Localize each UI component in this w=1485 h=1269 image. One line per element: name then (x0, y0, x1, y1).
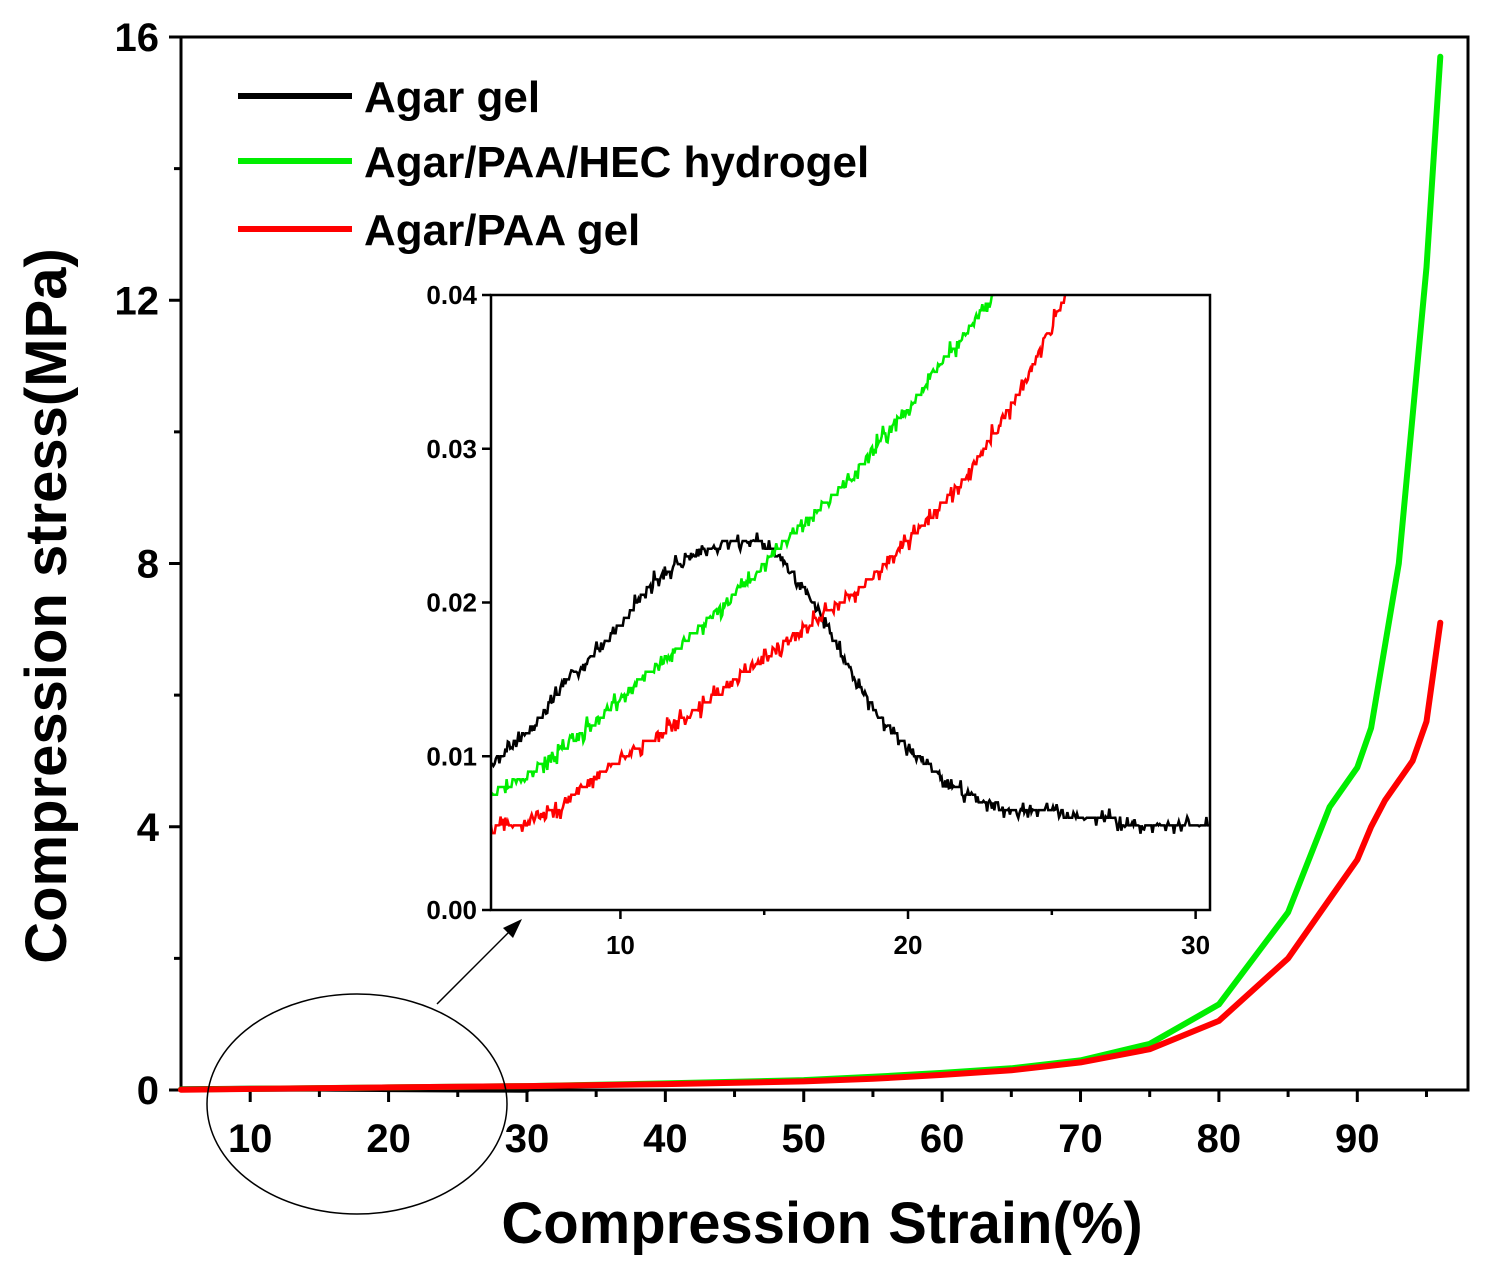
main-y-tick-label: 0 (137, 1069, 159, 1113)
legend-label-agar-paa-hec-hydrogel: Agar/PAA/HEC hydrogel (364, 138, 869, 187)
inset-y-tick-label: 0.02 (426, 588, 477, 618)
inset-x-tick-label: 20 (894, 930, 923, 960)
inset-series-agar-paa-hec-hydrogel (491, 295, 995, 797)
main-y-tick-label: 16 (115, 16, 160, 60)
inset-y-tick-label: 0.00 (426, 895, 477, 925)
main-x-tick-label: 80 (1197, 1117, 1242, 1161)
main-series-lines (178, 53, 1444, 1093)
main-x-tick-label: 70 (1058, 1117, 1103, 1161)
inset-series-lines (491, 295, 1210, 835)
zoom-arrow-head (503, 919, 522, 938)
inset-y-tick-label: 0.04 (426, 280, 477, 310)
inset-plot-background (491, 295, 1210, 910)
main-y-tick-label: 12 (115, 279, 160, 323)
legend: Agar gel Agar/PAA/HEC hydrogel Agar/PAA … (238, 73, 869, 255)
main-x-tick-label: 50 (781, 1117, 826, 1161)
main-series-agar-paa-gel (178, 619, 1444, 1093)
x-axis-title: Compression Strain(%) (501, 1191, 1142, 1256)
main-y-tick-label: 4 (137, 806, 160, 850)
inset-x-tick-label: 10 (606, 930, 635, 960)
main-x-tick-label: 90 (1335, 1117, 1380, 1161)
main-x-tick-label: 10 (228, 1117, 273, 1161)
inset-series-agar-gel (491, 532, 1210, 834)
main-y-tick-label: 8 (137, 543, 159, 587)
legend-label-agar-paa-gel: Agar/PAA gel (364, 206, 640, 255)
legend-label-agar-gel: Agar gel (364, 73, 540, 122)
main-x-tick-label: 30 (505, 1117, 550, 1161)
inset-series-agar-paa-gel (491, 295, 1067, 835)
inset-axis-ticks: 10 20 30 0.00 0.01 0.02 0.03 0.04 (426, 280, 1210, 960)
main-x-tick-label: 60 (920, 1117, 965, 1161)
inset-y-tick-label: 0.03 (426, 434, 477, 464)
inset-y-tick-label: 0.01 (426, 741, 477, 771)
zoom-region-ellipse (206, 993, 508, 1215)
y-axis-title: Compression stress(MPa) (14, 248, 79, 964)
main-x-tick-label: 40 (643, 1117, 688, 1161)
zoom-arrow (436, 927, 514, 1005)
main-x-tick-label: 20 (366, 1117, 411, 1161)
main-axis-ticks: 10 20 30 40 50 60 70 80 90 0 4 8 12 16 (115, 16, 1428, 1161)
inset-x-tick-label: 30 (1181, 930, 1210, 960)
